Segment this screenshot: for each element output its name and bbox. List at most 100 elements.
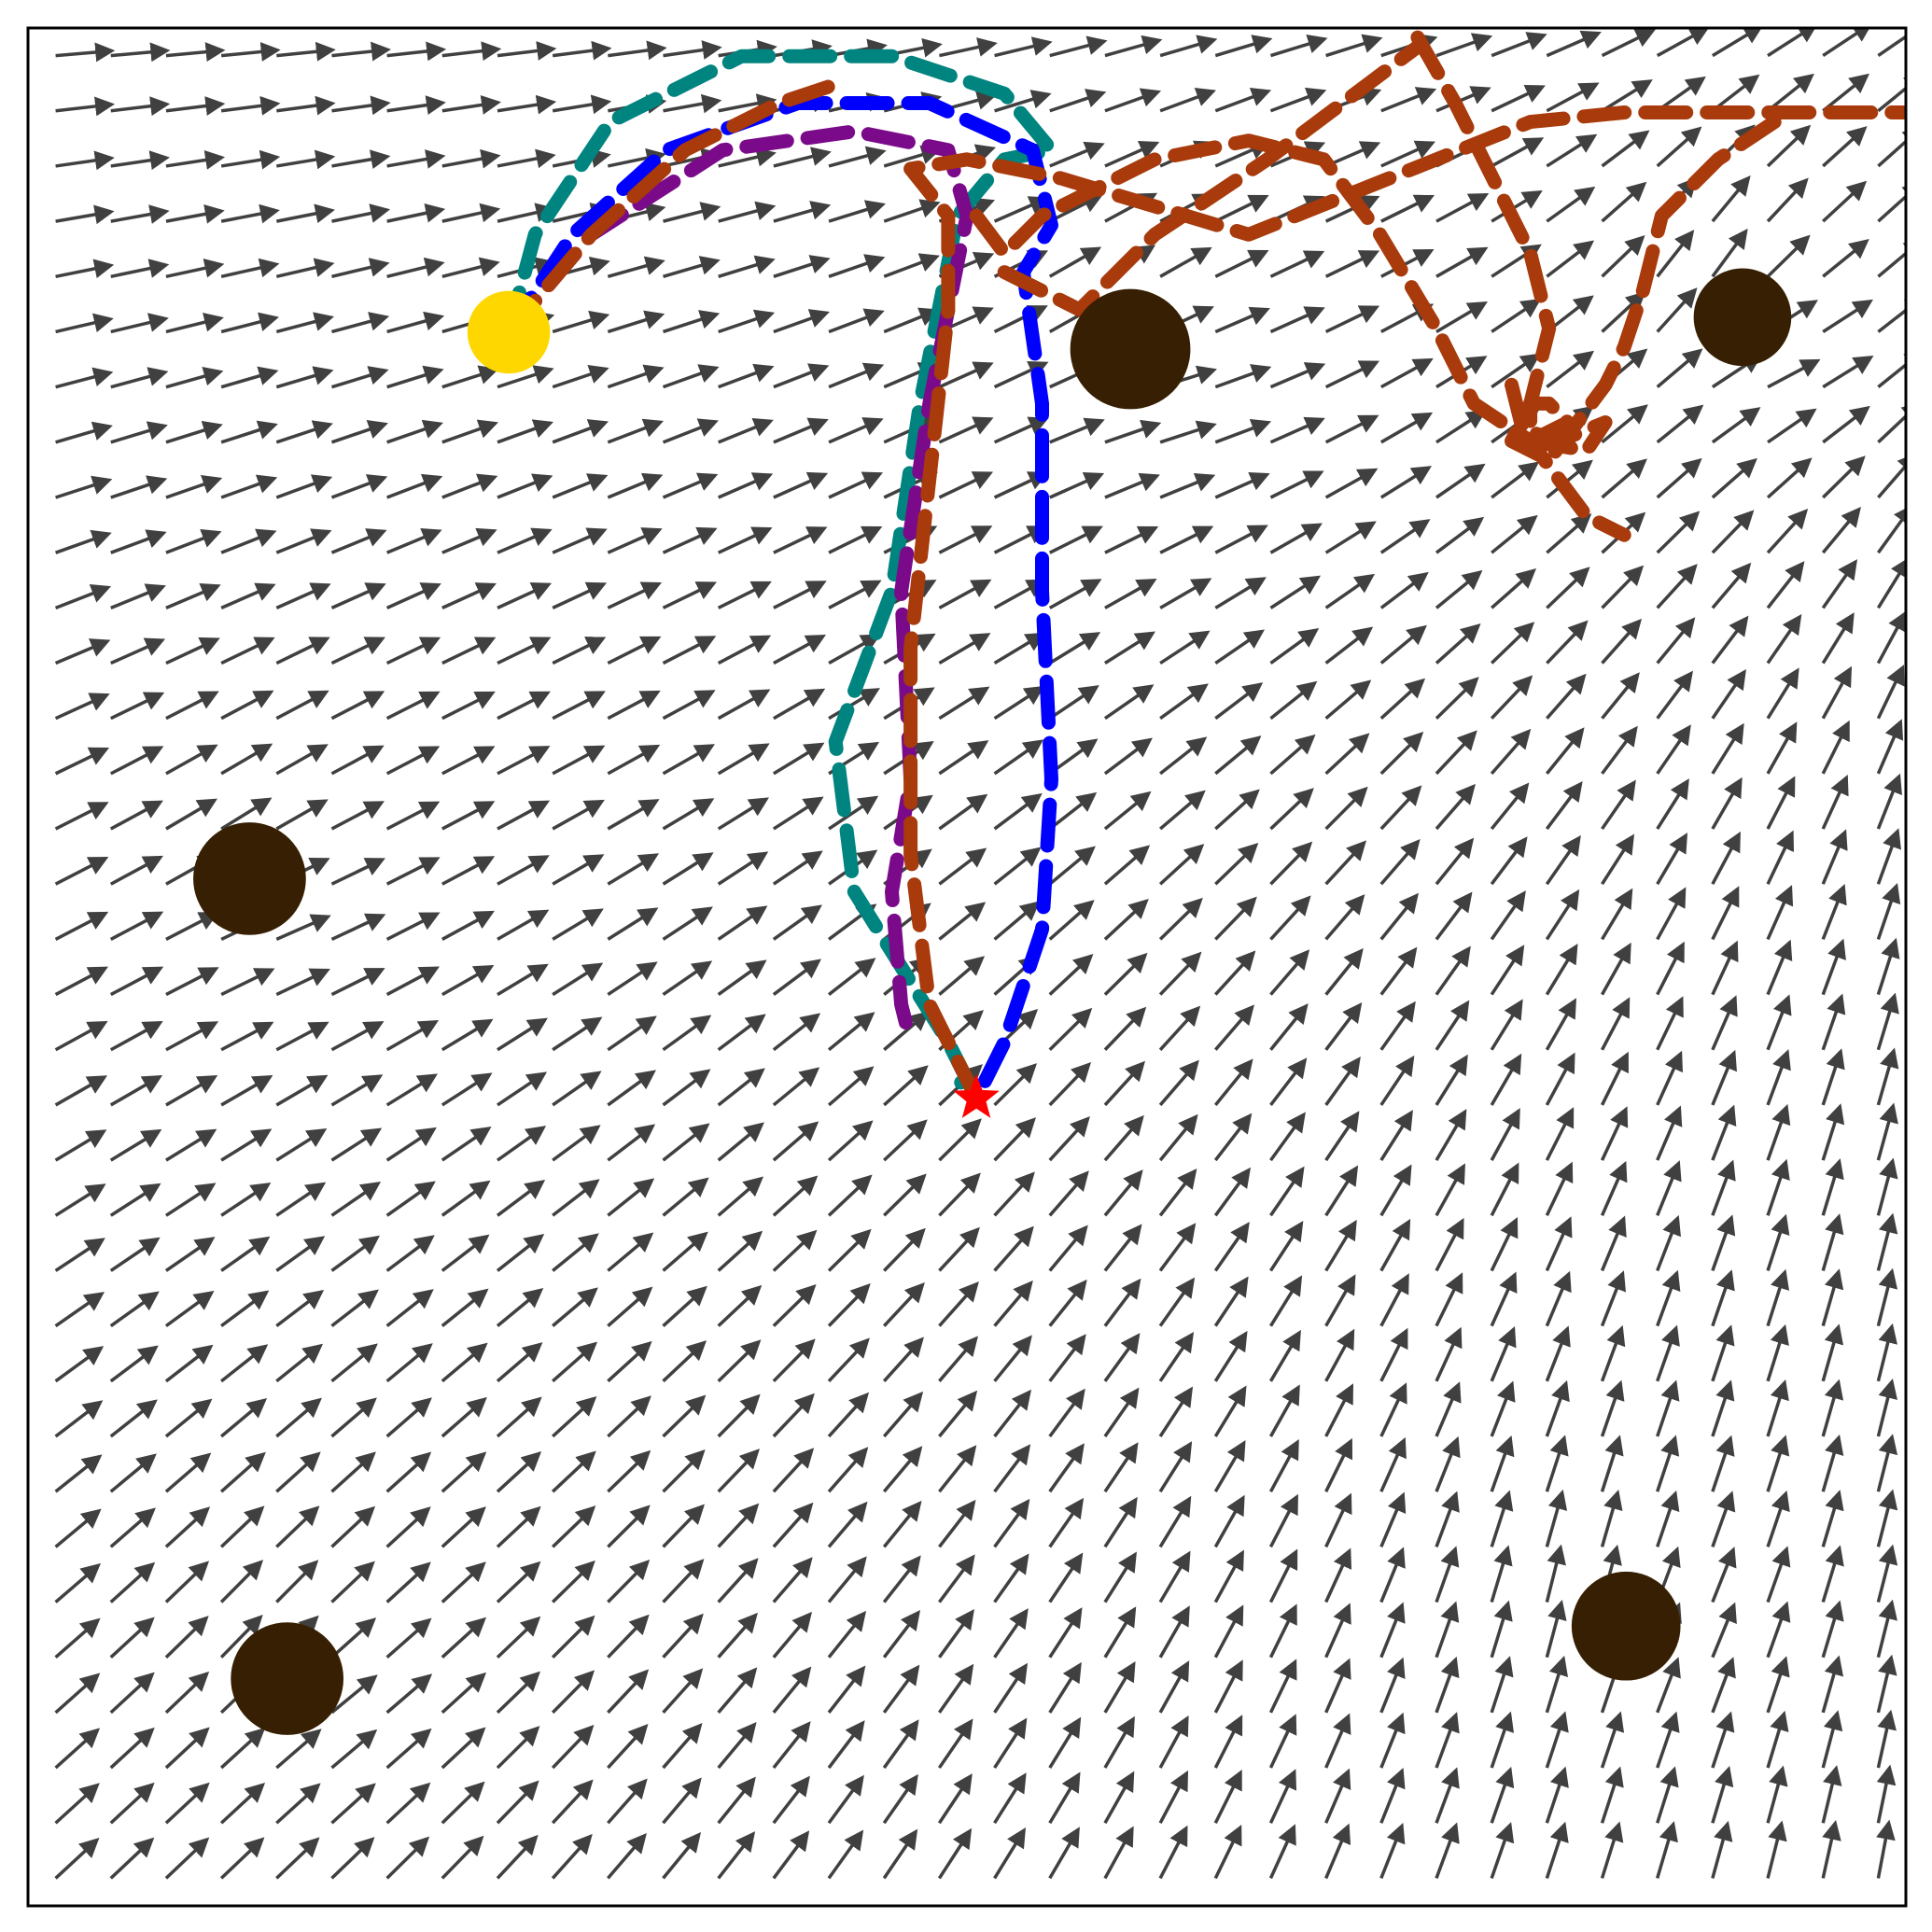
field-arrow	[441, 1342, 488, 1383]
field-arrow	[1766, 1213, 1790, 1272]
field-arrow	[1766, 457, 1813, 499]
field-arrow	[993, 1389, 1032, 1438]
field-arrow	[663, 93, 722, 114]
field-arrow	[1711, 722, 1744, 775]
field-arrow	[1048, 846, 1096, 886]
field-arrow	[1103, 1660, 1136, 1714]
field-arrow	[330, 1235, 380, 1272]
field-arrow	[1159, 88, 1217, 113]
field-arrow	[330, 1561, 375, 1603]
field-arrow	[1268, 1493, 1298, 1548]
field-arrow	[773, 417, 829, 444]
field-arrow	[993, 1171, 1035, 1217]
field-arrow	[1490, 1108, 1520, 1161]
field-arrow	[1435, 1712, 1460, 1769]
field-arrow	[109, 1561, 156, 1603]
field-arrow	[110, 42, 171, 63]
field-arrow	[109, 1727, 155, 1770]
field-arrow	[1379, 571, 1429, 609]
field-arrow	[607, 1614, 650, 1659]
field-arrow	[110, 475, 168, 499]
field-arrow	[1158, 1168, 1197, 1217]
field-arrow	[1214, 418, 1272, 444]
field-arrow	[827, 1774, 864, 1825]
field-arrow	[497, 1071, 548, 1107]
field-arrow	[1766, 1656, 1790, 1714]
field-arrow	[1766, 1103, 1791, 1161]
field-arrow	[1656, 833, 1688, 886]
field-arrow	[330, 1837, 375, 1880]
field-arrow	[938, 956, 986, 996]
field-arrow	[607, 1505, 651, 1548]
field-arrow	[718, 147, 777, 168]
field-arrow	[1711, 1766, 1734, 1824]
field-arrow	[109, 1672, 155, 1715]
field-arrow	[220, 1183, 272, 1217]
field-arrow	[385, 746, 441, 776]
field-arrow	[330, 1783, 376, 1825]
field-arrow	[1324, 1713, 1351, 1769]
field-arrow	[165, 798, 217, 831]
field-arrow	[717, 1449, 760, 1493]
field-arrow	[1490, 1490, 1514, 1547]
field-arrow	[54, 1238, 105, 1272]
field-arrow	[441, 1561, 486, 1603]
field-arrow	[109, 800, 163, 831]
field-arrow	[1269, 895, 1311, 941]
field-arrow	[552, 1233, 599, 1272]
field-arrow	[828, 417, 884, 444]
field-arrow	[551, 1670, 595, 1715]
field-arrow	[772, 1448, 815, 1493]
obstacle	[1070, 288, 1191, 410]
field-arrow	[1821, 1490, 1844, 1547]
field-arrow	[1269, 416, 1325, 444]
field-arrow	[385, 1289, 434, 1328]
field-arrow	[1103, 1771, 1135, 1825]
field-arrow	[1435, 1767, 1460, 1824]
field-arrow	[441, 1451, 487, 1493]
field-arrow	[1269, 680, 1318, 721]
field-arrow	[1269, 1220, 1304, 1272]
field-arrow	[1214, 789, 1260, 831]
field-arrow	[772, 1611, 813, 1659]
field-arrow	[385, 1561, 431, 1603]
field-arrow	[220, 1290, 270, 1328]
field-arrow	[938, 416, 994, 444]
field-arrow	[1600, 1106, 1629, 1161]
field-arrow	[1545, 780, 1583, 831]
field-arrow	[1656, 1269, 1681, 1327]
field-arrow	[1656, 511, 1701, 554]
field-arrow	[1380, 87, 1437, 113]
field-arrow	[385, 1728, 432, 1770]
field-arrow	[165, 967, 219, 997]
field-arrow	[330, 474, 388, 499]
field-arrow	[662, 1777, 702, 1825]
field-arrow	[1379, 412, 1434, 444]
field-arrow	[1213, 1715, 1243, 1769]
field-arrow	[220, 42, 281, 62]
field-arrow	[1491, 32, 1547, 58]
field-arrow	[993, 305, 1048, 334]
field-arrow	[55, 204, 115, 225]
field-arrow	[496, 1726, 540, 1770]
field-arrow	[441, 691, 496, 721]
field-arrow	[662, 526, 718, 554]
field-arrow	[386, 149, 446, 169]
field-arrow	[938, 525, 993, 554]
field-arrow	[54, 1346, 105, 1383]
field-arrow	[1656, 76, 1706, 113]
field-arrow	[276, 149, 336, 170]
field-arrow	[1600, 1215, 1627, 1272]
field-arrow	[607, 472, 664, 499]
field-arrow	[386, 419, 443, 444]
field-arrow	[1435, 1601, 1460, 1659]
trajectory-path-9	[1505, 377, 1613, 458]
field-arrow	[165, 582, 221, 609]
field-arrow	[1379, 1164, 1412, 1217]
field-arrow	[1159, 35, 1218, 58]
field-arrow	[165, 258, 225, 279]
field-arrow	[938, 1172, 981, 1217]
field-arrow	[385, 1782, 431, 1825]
field-arrow	[164, 1183, 217, 1217]
field-arrow	[1656, 1657, 1681, 1714]
